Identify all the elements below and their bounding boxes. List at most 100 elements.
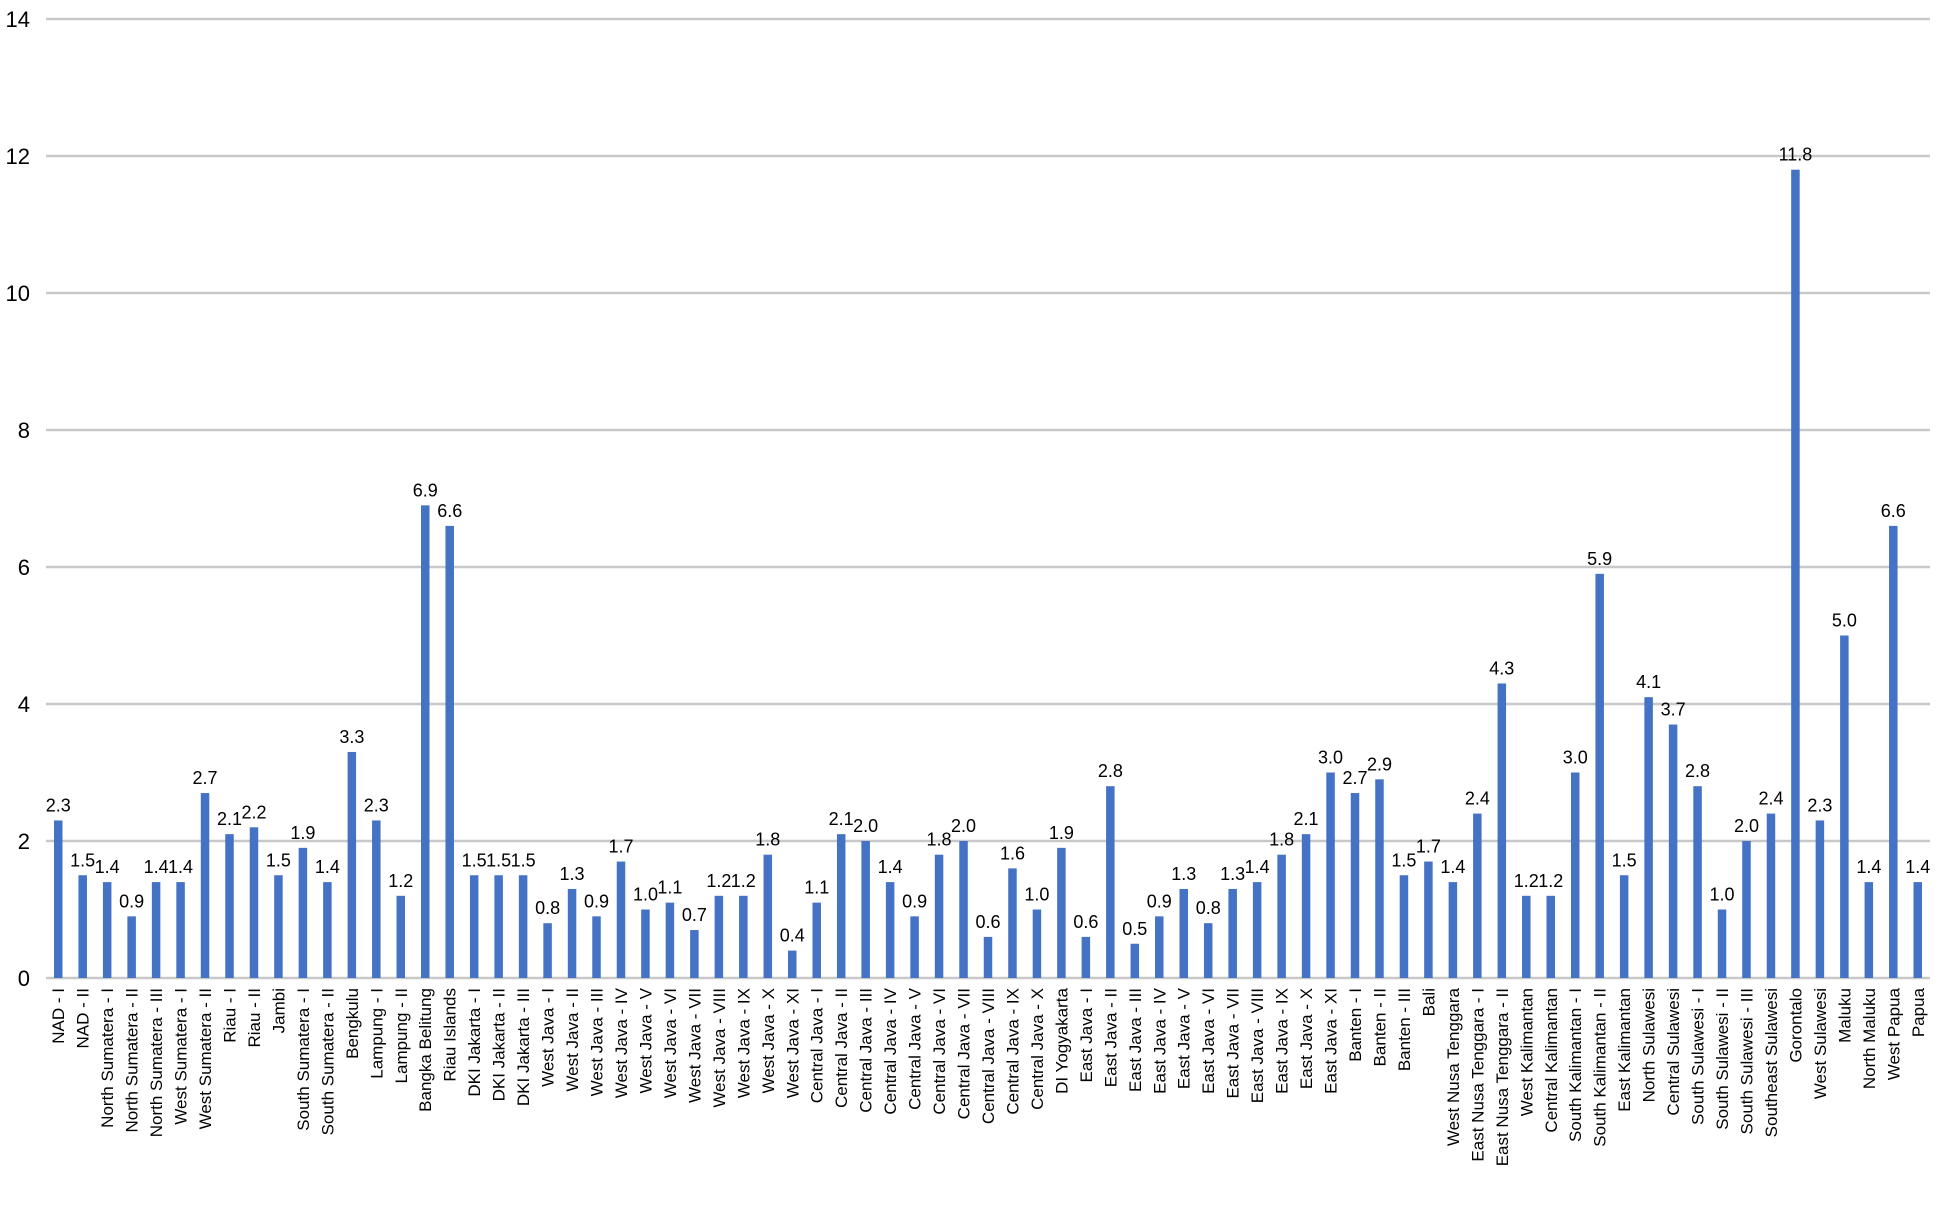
x-category-label: South Sumatera - II	[318, 988, 337, 1135]
bar	[567, 888, 577, 978]
bar	[934, 854, 944, 978]
data-label: 1.5	[1612, 850, 1637, 870]
y-tick-label: 0	[18, 966, 30, 991]
bar	[1497, 683, 1507, 978]
y-tick-label: 4	[18, 692, 30, 717]
x-category-label: Maluku	[1835, 988, 1854, 1043]
x-category-label: Central Java - VII	[955, 988, 974, 1119]
data-label: 4.1	[1636, 672, 1661, 692]
data-label: 0.7	[682, 905, 707, 925]
x-category-label: DKI Jakarta - I	[465, 988, 484, 1097]
x-category-label: Banten - I	[1346, 988, 1365, 1062]
x-category-label: Riau - II	[245, 988, 264, 1048]
data-label: 1.2	[706, 871, 731, 891]
y-tick-label: 2	[18, 829, 30, 854]
data-label: 1.4	[1856, 857, 1881, 877]
bar	[1375, 779, 1384, 978]
bar	[127, 916, 136, 978]
data-label: 6.6	[437, 501, 462, 521]
x-category-label: East Java - VII	[1224, 988, 1243, 1099]
x-category-label: West Java - IV	[612, 987, 631, 1098]
data-label: 1.4	[1905, 857, 1930, 877]
x-category-label: East Nusa Tenggara - II	[1493, 988, 1512, 1166]
x-category-label: West Java - XI	[783, 988, 802, 1098]
x-category-label: Central Java - IX	[1003, 988, 1022, 1115]
data-label: 0.8	[535, 898, 560, 918]
x-category-label: East Java - XI	[1322, 988, 1341, 1094]
x-category-label: East Kalimantan	[1615, 988, 1634, 1112]
bar	[1766, 813, 1776, 978]
data-label: 2.9	[1367, 754, 1392, 774]
data-label: 2.1	[217, 809, 242, 829]
data-label: 2.8	[1685, 761, 1710, 781]
bar	[420, 505, 430, 978]
x-category-label: Central Java - I	[808, 988, 827, 1103]
x-category-label: North Sumatera - III	[147, 988, 166, 1137]
bar	[616, 861, 626, 978]
data-label: 1.5	[511, 850, 536, 870]
data-label: 1.8	[927, 830, 952, 850]
x-category-label: Central Java - X	[1028, 988, 1047, 1110]
bar	[469, 875, 479, 978]
bar	[372, 820, 381, 978]
bar	[1301, 834, 1311, 978]
bar	[861, 841, 870, 978]
bar	[151, 882, 161, 978]
x-category-label: West Java - II	[563, 988, 582, 1092]
data-label: 0.9	[119, 891, 144, 911]
bar	[1840, 635, 1849, 978]
y-tick-label: 6	[18, 555, 30, 580]
bar	[1032, 909, 1042, 978]
bar	[690, 930, 699, 978]
data-label: 0.6	[1073, 912, 1098, 932]
bar	[1742, 841, 1751, 978]
data-label: 1.9	[1049, 823, 1074, 843]
x-category-label: Papua	[1909, 987, 1928, 1037]
data-label: 2.7	[193, 768, 218, 788]
data-label: 1.5	[70, 850, 95, 870]
bar	[1570, 772, 1580, 978]
bar	[102, 882, 112, 978]
y-tick-label: 8	[18, 418, 30, 443]
data-label: 1.0	[633, 885, 658, 905]
bar	[1644, 697, 1653, 978]
x-category-label: Bengkulu	[343, 988, 362, 1059]
x-category-label: East Java - V	[1175, 987, 1194, 1089]
x-category-label: West Nusa Tenggara	[1444, 987, 1463, 1146]
bar	[959, 841, 968, 978]
bar	[1228, 888, 1237, 978]
x-category-label: DKI Jakarta - II	[490, 988, 509, 1101]
bar	[1546, 895, 1556, 978]
data-label: 1.1	[657, 878, 682, 898]
x-category-label: East Java - VIII	[1248, 988, 1267, 1103]
bar	[543, 923, 552, 978]
data-label: 1.3	[1220, 864, 1245, 884]
x-category-label: West Kalimantan	[1517, 988, 1536, 1116]
data-label: 1.5	[462, 850, 487, 870]
data-label: 1.9	[290, 823, 315, 843]
bar	[1106, 786, 1115, 978]
x-category-label: West Sulawesi	[1811, 988, 1830, 1099]
x-category-label: Central Java - II	[832, 988, 851, 1108]
bar	[1668, 724, 1678, 978]
bar	[1619, 875, 1629, 978]
x-axis-category-labels: NAD - I NAD - II North Sumatera - I North S…	[49, 987, 1928, 1166]
bar	[1155, 916, 1164, 978]
bar	[53, 820, 63, 978]
bar	[1277, 854, 1286, 978]
x-category-label: Central Java - VI	[930, 988, 949, 1115]
bar	[1057, 847, 1066, 978]
bar	[225, 834, 234, 978]
x-category-label: West Java - IX	[734, 988, 753, 1098]
bar	[445, 525, 454, 978]
data-label: 1.1	[804, 878, 829, 898]
x-category-label: East Java - VI	[1199, 988, 1218, 1094]
data-label: 3.7	[1661, 700, 1686, 720]
bar	[1473, 813, 1482, 978]
bar	[396, 895, 406, 978]
bar	[1815, 820, 1825, 978]
x-category-label: West Java - V	[636, 987, 655, 1093]
x-category-label: East Java - I	[1077, 988, 1096, 1082]
x-category-label: Central Kalimantan	[1542, 988, 1561, 1133]
bar	[298, 847, 308, 978]
